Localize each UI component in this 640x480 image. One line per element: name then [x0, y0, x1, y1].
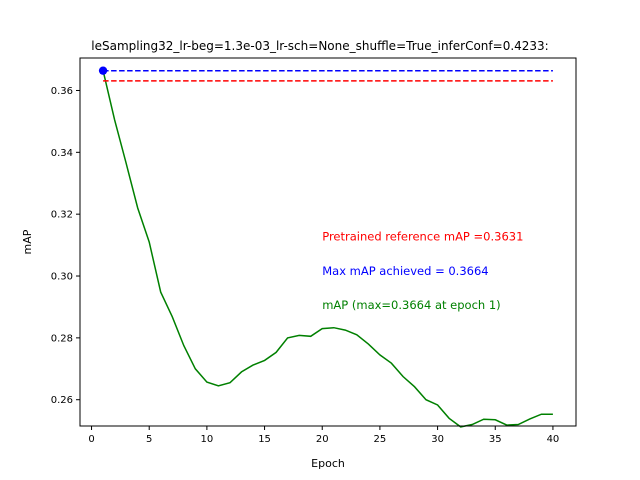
y-tick-label: 0.26 — [51, 395, 73, 406]
x-axis-label: Epoch — [311, 457, 345, 470]
x-tick-label: 10 — [201, 434, 214, 445]
y-axis-label: mAP — [21, 229, 34, 254]
plot-area — [98, 66, 553, 428]
annotations: Pretrained reference mAP =0.3631 Max mAP … — [322, 229, 523, 312]
reference-annotation: Pretrained reference mAP =0.3631 — [322, 229, 523, 243]
x-tick-label: 30 — [431, 434, 444, 445]
y-tick-label: 0.34 — [51, 148, 73, 159]
y-tick-label: 0.28 — [51, 333, 73, 344]
curve-annotation: mAP (max=0.3664 at epoch 1) — [322, 298, 500, 312]
x-tick-label: 25 — [374, 434, 387, 445]
y-tick-label: 0.36 — [51, 86, 73, 97]
x-tick-label: 0 — [88, 434, 94, 445]
max-point-marker — [98, 66, 108, 75]
y-tick-label: 0.30 — [51, 272, 73, 283]
map-curve — [102, 70, 553, 428]
x-tick-label: 20 — [316, 434, 329, 445]
max-annotation: Max mAP achieved = 0.3664 — [322, 264, 488, 278]
x-tick-label: 15 — [258, 434, 271, 445]
axis-ticks: 0 5 10 15 20 25 30 35 40 0.26 0.28 0.30 0.32 0.34 0.36 — [51, 86, 560, 445]
y-tick-label: 0.32 — [51, 210, 73, 221]
x-tick-label: 35 — [489, 434, 502, 445]
axes-frame — [79, 57, 577, 427]
x-tick-label: 40 — [547, 434, 560, 445]
chart-title: leSampling32_lr-beg=1.3e-03_lr-sch=None_… — [91, 39, 548, 53]
x-tick-label: 5 — [146, 434, 152, 445]
